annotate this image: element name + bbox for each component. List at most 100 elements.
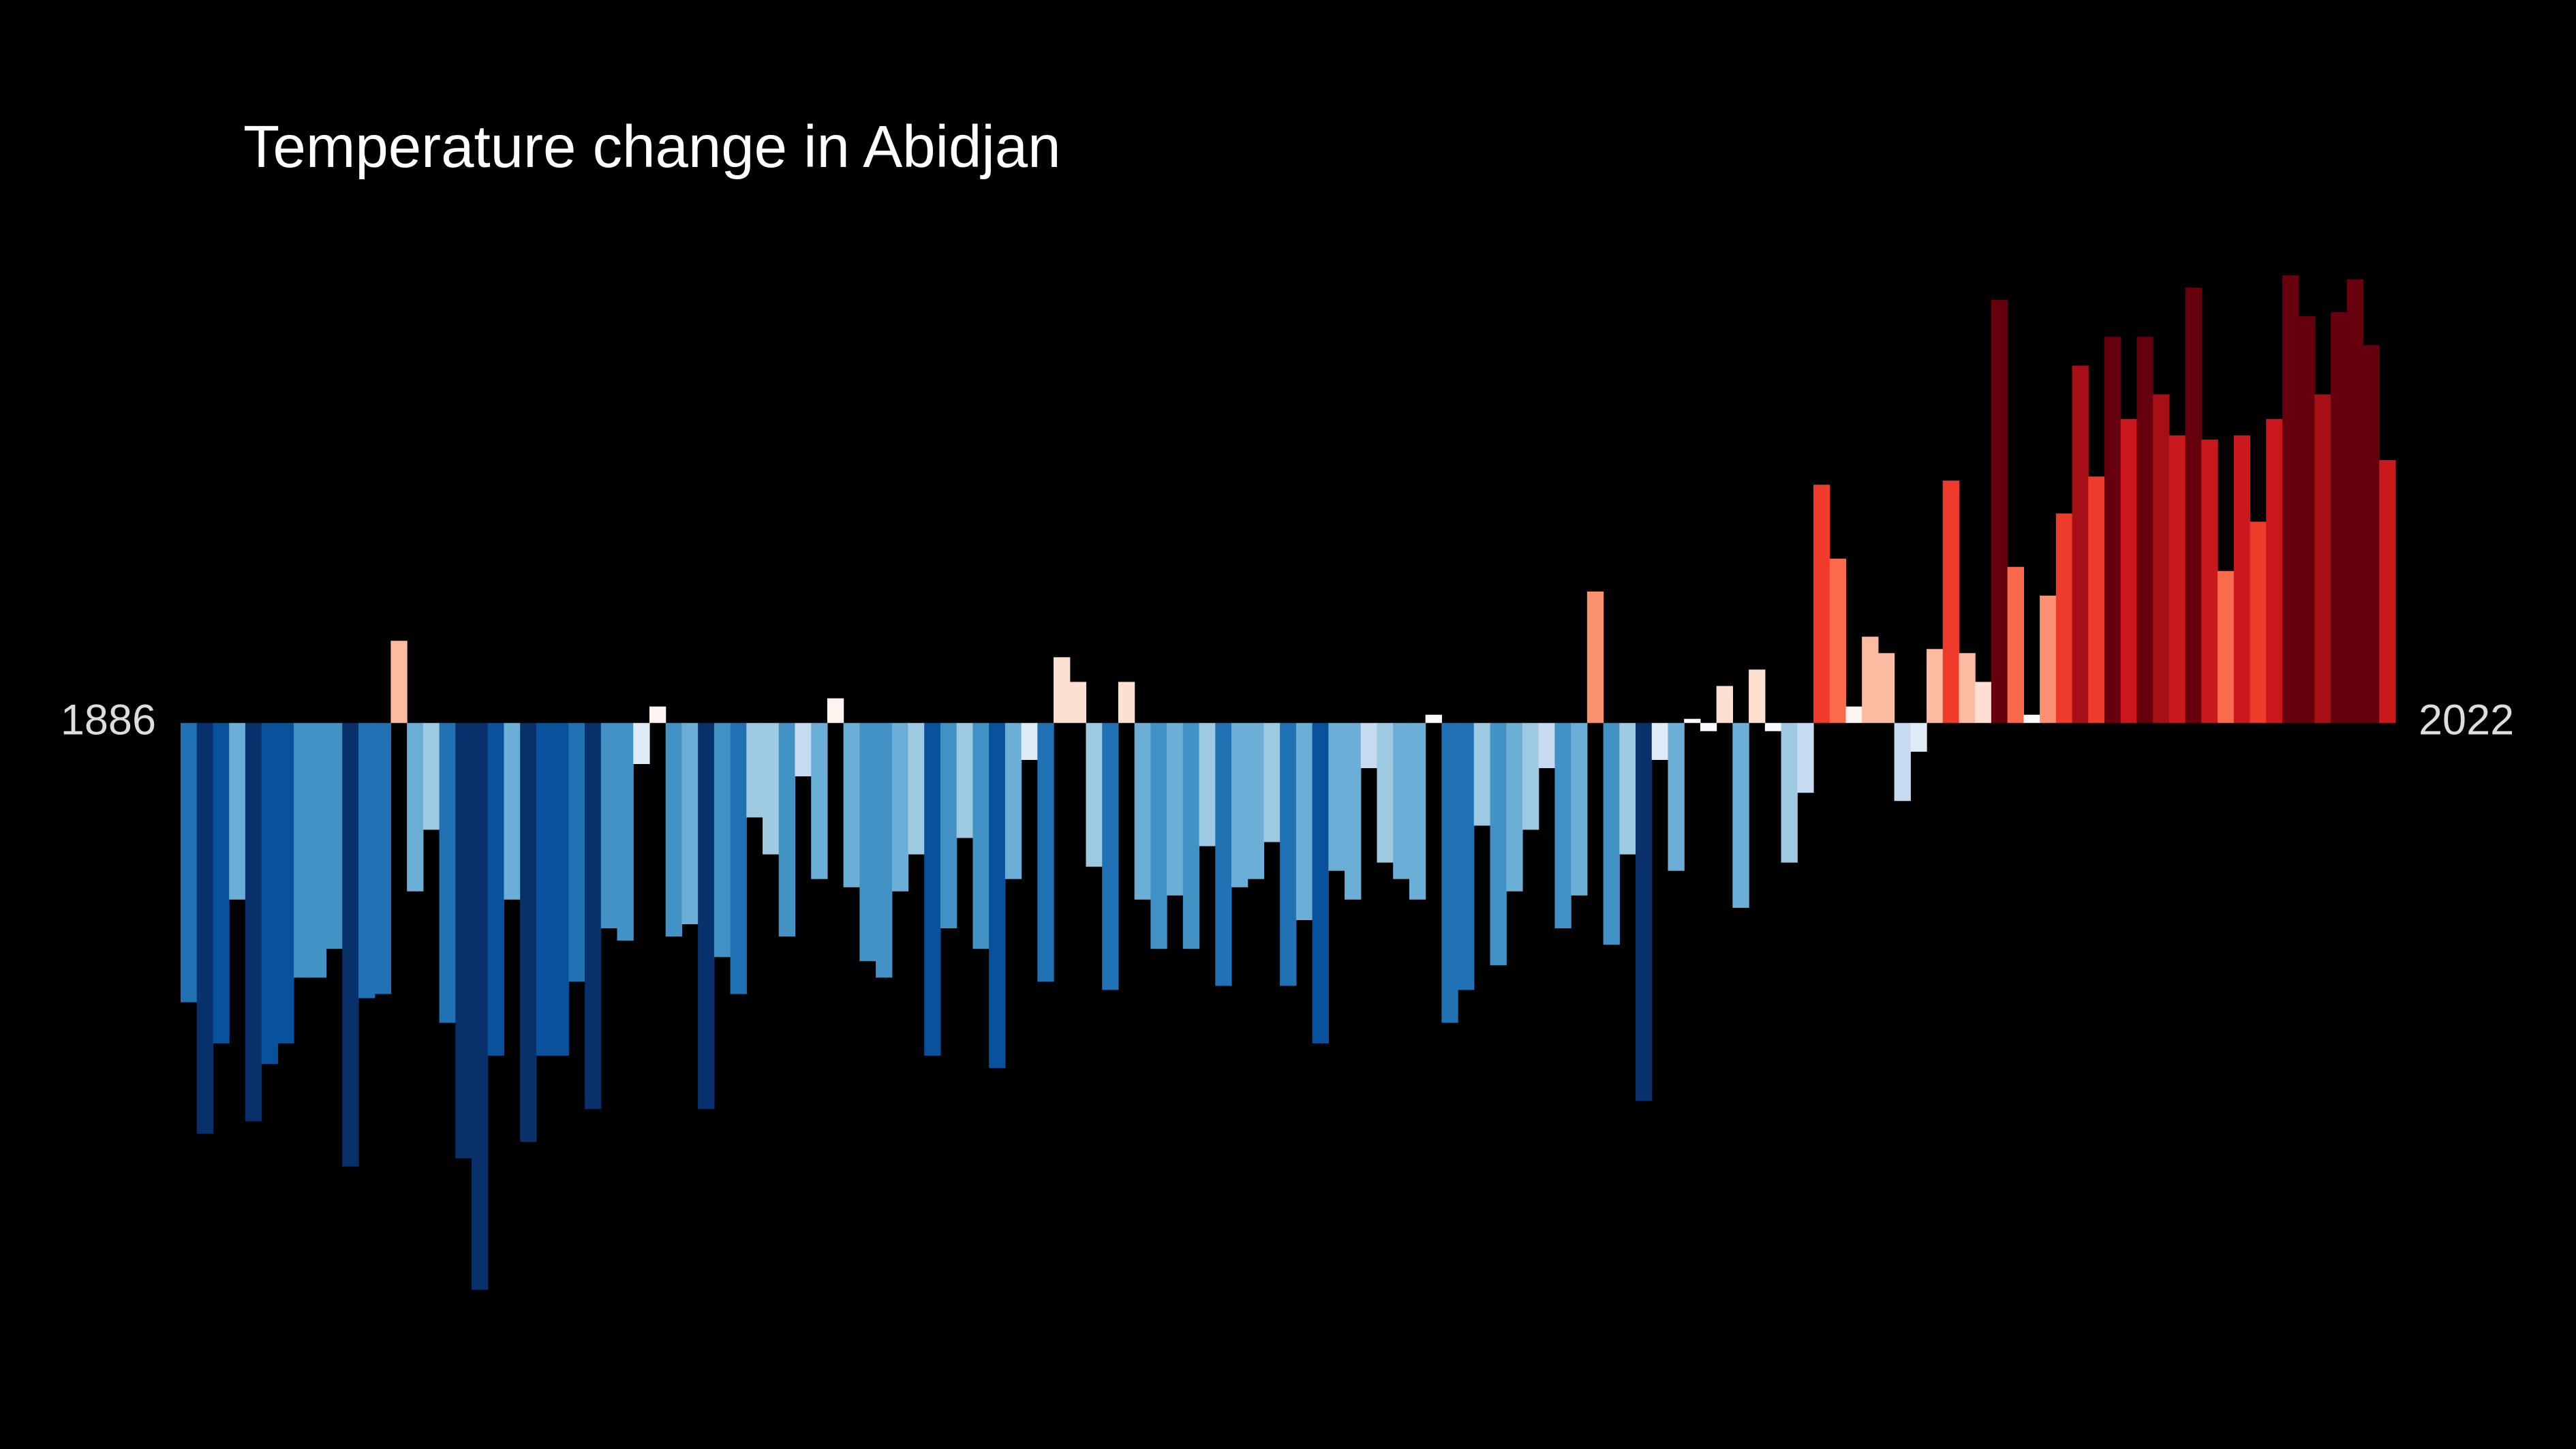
- bar: [358, 722, 375, 998]
- bar: [2379, 460, 2396, 723]
- bar: [1975, 682, 1992, 723]
- bar: [1295, 722, 1313, 921]
- bar: [2363, 345, 2380, 723]
- bar: [876, 722, 893, 978]
- bar: [843, 722, 860, 887]
- bar: [940, 722, 957, 929]
- bar: [1102, 722, 1119, 990]
- x-tick-label: 2022: [2419, 696, 2514, 744]
- bar: [746, 722, 763, 818]
- bar: [633, 722, 650, 764]
- bar: [1927, 649, 1944, 723]
- bar: [763, 722, 780, 855]
- bar: [1603, 722, 1620, 945]
- bar: [342, 722, 359, 1167]
- bar: [1619, 722, 1636, 855]
- bar: [1829, 558, 1847, 723]
- bar: [1506, 722, 1523, 891]
- bar: [1360, 722, 1378, 769]
- bar: [681, 722, 699, 925]
- bar: [2331, 312, 2348, 723]
- bar: [827, 698, 844, 723]
- bar: [1877, 653, 1895, 723]
- bar: [2346, 279, 2364, 723]
- bar: [1037, 722, 1054, 982]
- bar: [1086, 722, 1103, 867]
- bar: [585, 722, 602, 1110]
- bar: [2055, 513, 2073, 723]
- bar: [698, 722, 715, 1110]
- bar: [2040, 595, 2057, 723]
- chart-title: Temperature change in Abidjan: [243, 114, 1060, 180]
- bar: [1441, 722, 1458, 1023]
- bar: [1393, 722, 1410, 879]
- bar: [1458, 722, 1475, 990]
- bar: [1764, 722, 1782, 731]
- bar: [649, 706, 666, 723]
- bar: [795, 722, 812, 777]
- bar: [989, 722, 1006, 1068]
- bar: [1069, 682, 1087, 723]
- bar: [665, 722, 683, 937]
- bar: [229, 722, 246, 900]
- bar: [294, 722, 311, 978]
- bar: [1280, 722, 1297, 986]
- bar: [714, 722, 731, 958]
- bar: [1167, 722, 1184, 896]
- bar: [1473, 722, 1491, 826]
- bar: [2233, 435, 2251, 723]
- bar: [2023, 714, 2040, 723]
- bar: [1199, 722, 1216, 846]
- bar: [1150, 722, 1167, 949]
- bar: [2007, 566, 2024, 723]
- bar: [811, 722, 828, 879]
- bar: [1910, 722, 1927, 752]
- bar: [2250, 521, 2267, 723]
- bar: [552, 722, 569, 1056]
- bar: [2088, 476, 2105, 723]
- bar: [2136, 337, 2153, 723]
- bar: [1636, 722, 1653, 1101]
- bar: [504, 722, 521, 900]
- bar: [536, 722, 553, 1056]
- bar: [1538, 722, 1556, 769]
- bar: [2218, 570, 2235, 723]
- bar: [1684, 718, 1701, 723]
- bar: [1182, 722, 1200, 949]
- bar: [1942, 481, 1960, 723]
- bar: [1134, 722, 1151, 900]
- bar: [423, 722, 440, 830]
- bar: [213, 722, 230, 1043]
- bar: [1054, 657, 1071, 723]
- bar: [617, 722, 634, 941]
- bar: [2168, 435, 2186, 723]
- bar: [730, 722, 747, 994]
- bar: [1732, 722, 1749, 908]
- bar: [600, 722, 618, 929]
- bar: [1522, 722, 1539, 830]
- bar: [1345, 722, 1362, 900]
- bar: [277, 722, 294, 1043]
- bar: [2314, 394, 2331, 723]
- bar: [1231, 722, 1248, 887]
- bar: [1862, 637, 1879, 723]
- bar: [972, 722, 990, 949]
- bar: [568, 722, 585, 982]
- bar: [2266, 418, 2283, 723]
- bar: [1215, 722, 1232, 986]
- bar: [1118, 682, 1135, 723]
- bar: [2104, 337, 2121, 723]
- bar: [455, 722, 472, 1159]
- bar: [1328, 722, 1345, 871]
- bar: [374, 722, 391, 994]
- bar: [390, 641, 408, 723]
- bar: [956, 722, 974, 838]
- bar: [487, 722, 505, 1056]
- bar: [1700, 722, 1717, 731]
- bar: [520, 722, 537, 1142]
- bar: [1959, 653, 1976, 723]
- bar: [1409, 722, 1426, 900]
- bar: [1668, 722, 1685, 871]
